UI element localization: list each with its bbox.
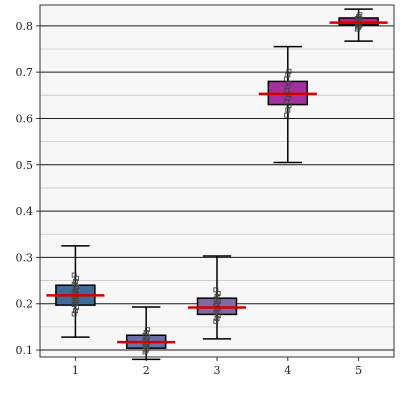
data-point — [213, 310, 219, 316]
data-point — [142, 332, 148, 338]
data-point — [357, 12, 363, 18]
y-tick-label: 0.5 — [16, 159, 34, 172]
x-tick-label: 1 — [72, 364, 79, 377]
data-point — [71, 272, 77, 278]
box-group-2 — [117, 306, 176, 361]
y-tick-label: 0.1 — [16, 344, 34, 357]
data-point — [213, 287, 219, 293]
x-tick-label: 3 — [214, 364, 221, 377]
box-group-5 — [329, 8, 388, 42]
boxes — [46, 8, 388, 361]
data-point — [72, 287, 78, 293]
y-tick-label: 0.6 — [16, 112, 34, 125]
data-point — [356, 24, 362, 30]
axes: 0.1 0.2 0.3 0.4 0.5 0.6 0.7 0.8 1 2 3 4 5 — [16, 20, 363, 377]
box-group-1 — [46, 245, 105, 338]
y-tick-label: 0.7 — [16, 66, 34, 79]
y-tick-label: 0.8 — [16, 20, 34, 33]
data-point — [214, 316, 220, 322]
data-point — [284, 112, 290, 118]
data-point — [72, 279, 78, 284]
x-tick-label: 2 — [143, 364, 150, 377]
data-point — [214, 293, 220, 299]
data-point — [213, 318, 219, 324]
y-tick-label: 0.4 — [16, 205, 34, 218]
data-point — [72, 308, 78, 314]
data-point — [285, 107, 291, 113]
plot-frame — [39, 4, 395, 358]
box-group-4 — [258, 45, 317, 164]
data-point — [213, 296, 219, 302]
data-point — [144, 327, 150, 333]
box-group-3 — [187, 255, 247, 340]
data-point — [71, 311, 77, 317]
data-point — [286, 68, 292, 74]
x-tick-label: 5 — [355, 364, 362, 377]
data-point — [71, 281, 77, 287]
x-tick-label: 4 — [284, 364, 291, 377]
y-tick-label: 0.3 — [16, 251, 34, 264]
data-point — [143, 330, 149, 335]
y-tick-label: 0.2 — [16, 298, 34, 311]
